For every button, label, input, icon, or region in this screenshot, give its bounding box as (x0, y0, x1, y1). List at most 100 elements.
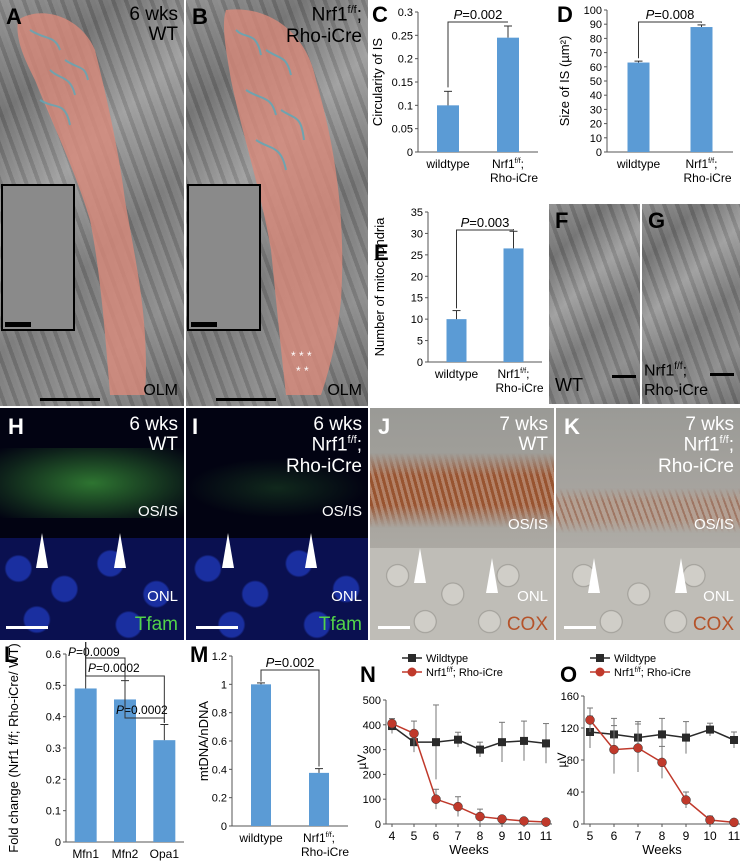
y-tick-label: 0.15 (392, 77, 413, 89)
panel-j-image: J 7 wks WT OS/IS ONL COX (370, 408, 554, 640)
panel-i-genotype-tail: ; (356, 434, 362, 456)
panel-a-olm: OLM (143, 382, 178, 399)
y-tick-label: 0.2 (46, 774, 61, 786)
panel-label: L (4, 642, 17, 667)
y-tick-label: 90 (590, 19, 602, 31)
x-tick-label: 11 (540, 829, 553, 843)
panel-i-label: I (192, 414, 199, 439)
svg-text:* * *: * * * (291, 349, 312, 363)
panel-j-stain: COX (506, 614, 548, 635)
x-tick-label: Mfn2 (112, 847, 139, 861)
panel-b-genotype: Nrf1f/f; (312, 4, 362, 26)
data-point (519, 816, 529, 826)
y-tick-label: 0 (375, 819, 381, 831)
y-tick-label: 100 (584, 5, 602, 17)
panel-h-layer-onl: ONL (147, 588, 178, 605)
y-tick-label: 0.1 (398, 100, 413, 112)
y-axis-title: Circularity of IS (370, 38, 385, 126)
panel-h-tfam-signal (0, 448, 184, 518)
x-tick-label: 9 (683, 829, 690, 843)
y-tick-label: 0 (417, 357, 423, 369)
x-tick-label: Nrf1f/f; (497, 366, 529, 381)
y-axis-title: Fold change (Nrf1 f/f; Rho-iCre/ WT) (6, 643, 21, 853)
legend-label: Wildtype (426, 653, 468, 665)
y-tick-label: 0 (596, 147, 602, 159)
panel-a-cell-overlay (1, 13, 146, 401)
panel-n-chart: 0 100 200 300 400 500 4 5 6 7 8 9 10 11 Weeks µV Wildtyp… (356, 653, 553, 857)
y-axis-title: µV (556, 753, 569, 768)
panel-label: O (560, 662, 577, 687)
panel-c-chart: 0 0.05 0.1 0.15 0.2 0.25 0.3 Circularity of IS w… (370, 2, 538, 185)
x-tick-label: 6 (611, 829, 618, 843)
panel-i-stain: Tfam (318, 614, 362, 635)
panel-j-arrowheads (378, 548, 498, 629)
panel-b-label: B (192, 4, 208, 29)
data-point (657, 757, 667, 768)
panel-b-olm: OLM (327, 382, 362, 399)
x-tick-label: wildtype (616, 157, 661, 171)
panel-b-genotype-sup: f/f (347, 4, 357, 16)
y-tick-label: 100 (363, 794, 381, 806)
significance-bracket-label: P=0.008 (646, 7, 695, 22)
x-tick-label: 6 (433, 829, 440, 843)
x-tick-label-line2: Rho-iCre (301, 845, 349, 859)
y-tick-label: 25 (411, 250, 423, 262)
y-tick-label: 0.05 (392, 124, 413, 136)
y-tick-label: 40 (590, 90, 602, 102)
data-point (705, 815, 715, 825)
panel-label: E (374, 240, 389, 265)
significance-bracket-label: P=0.003 (461, 215, 510, 230)
bar (309, 772, 329, 826)
y-tick-label: 20 (590, 119, 602, 131)
y-tick-label: 0 (573, 819, 579, 831)
y-axis-title: µV (356, 755, 369, 770)
y-tick-label: 1.2 (212, 651, 227, 663)
panel-k-genotype: Nrf1f/f; (684, 434, 734, 456)
y-tick-label: 0 (407, 147, 413, 159)
panel-e-chart: 0 5 10 15 20 25 30 35 Number of mitochondria wild… (372, 207, 544, 395)
y-axis-title: Size of IS (µm²) (557, 36, 572, 127)
x-axis-title: Weeks (449, 842, 489, 857)
bar (503, 248, 524, 362)
y-tick-label: 5 (417, 336, 423, 348)
panel-g-label: G (648, 208, 666, 233)
bar (690, 27, 713, 152)
y-tick-label: 10 (590, 133, 602, 145)
x-tick-label-line2: Rho-iCre (495, 381, 543, 395)
legend-label: Nrf1f/f; Rho-iCre (426, 666, 503, 679)
significance-bracket-label: P=0.002 (454, 7, 503, 22)
x-axis-title: Weeks (642, 842, 682, 857)
y-tick-label: 1 (221, 679, 227, 691)
significance-label-3: P=0.0002 (116, 703, 168, 717)
significance-bracket (260, 669, 320, 767)
panel-f-scale-bar (612, 375, 636, 378)
x-tick-label-line2: Rho-iCre (683, 171, 731, 185)
legend-label: Nrf1f/f; Rho-iCre (614, 666, 691, 679)
y-tick-label: 0.4 (46, 712, 61, 724)
data-point (387, 718, 397, 729)
y-tick-label: 80 (567, 755, 579, 767)
bar (251, 684, 271, 826)
panel-g-em-image: G Nrf1f/f; Rho-iCre (642, 204, 740, 404)
panel-k-arrowheads (564, 558, 687, 629)
y-tick-label: 35 (411, 207, 423, 219)
panel-j-cox-signal (370, 453, 554, 528)
data-point (633, 743, 643, 753)
panel-b-genotype-gene: Nrf1 (311, 4, 348, 26)
x-tick-label: 4 (389, 829, 396, 843)
y-tick-label: 30 (411, 228, 423, 240)
data-point (409, 728, 419, 739)
y-tick-label: 160 (561, 691, 579, 703)
data-point (706, 725, 714, 734)
y-tick-label: 0 (221, 821, 227, 833)
panel-h-age: 6 wks (129, 414, 178, 435)
panel-i-layer-osis: OS/IS (321, 503, 362, 520)
panel-m-chart: 0 0.2 0.4 0.6 0.8 1 1.2 mtDNA/nDNA wildtype Nrf1f… (190, 642, 349, 859)
x-tick-label: wildtype (434, 367, 479, 381)
panel-i-genotype2: Rho-iCre (285, 456, 362, 477)
data-point (541, 817, 551, 827)
y-tick-label: 0.3 (398, 7, 413, 19)
y-tick-label: 0.5 (46, 680, 61, 692)
panel-g-caption-gene: Nrf1 (644, 362, 675, 379)
data-point (475, 811, 485, 822)
